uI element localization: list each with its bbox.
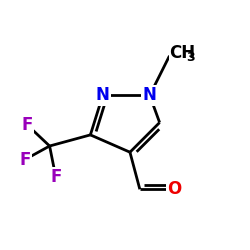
- Text: CH: CH: [170, 44, 196, 62]
- Text: F: F: [19, 150, 30, 168]
- Text: N: N: [96, 86, 110, 104]
- Text: N: N: [143, 86, 157, 104]
- Text: 3: 3: [186, 51, 195, 64]
- Text: O: O: [167, 180, 182, 198]
- Text: F: F: [50, 168, 62, 186]
- Text: F: F: [22, 116, 33, 134]
